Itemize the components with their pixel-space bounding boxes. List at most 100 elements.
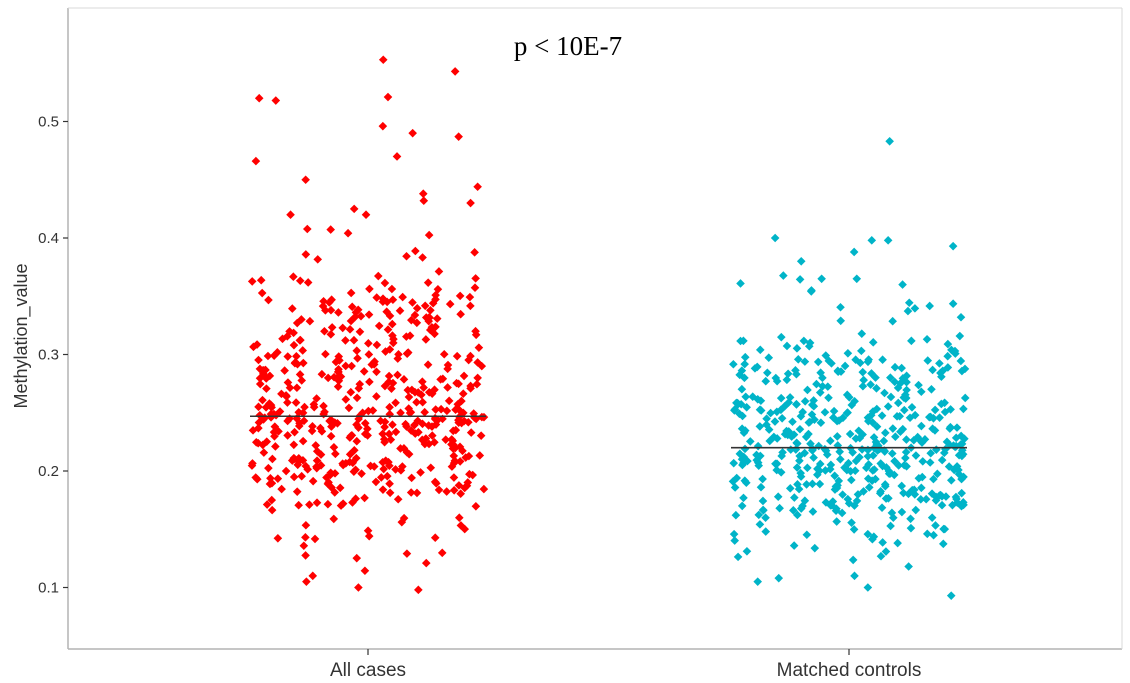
data-point	[333, 382, 343, 391]
data-point	[473, 182, 482, 192]
data-point	[808, 507, 818, 516]
data-point	[907, 336, 916, 346]
data-point	[407, 315, 416, 325]
data-point	[349, 335, 359, 345]
data-point	[927, 489, 937, 498]
data-point	[842, 390, 852, 400]
data-point	[380, 422, 389, 432]
data-point	[297, 376, 307, 385]
data-point	[454, 405, 464, 414]
data-point	[866, 380, 875, 389]
data-point	[937, 455, 947, 465]
data-point	[795, 456, 804, 466]
data-point	[935, 359, 944, 368]
data-point	[809, 401, 819, 411]
data-point	[283, 431, 292, 440]
data-point	[427, 431, 437, 440]
data-point	[455, 442, 465, 452]
data-point	[278, 334, 287, 344]
data-point	[867, 236, 877, 245]
data-point	[286, 210, 295, 219]
data-point	[385, 345, 395, 354]
data-point	[303, 224, 312, 234]
data-point	[902, 377, 911, 387]
data-point	[318, 301, 328, 311]
data-point	[292, 487, 302, 496]
data-point	[943, 351, 952, 361]
data-point	[364, 531, 374, 541]
data-point	[896, 427, 905, 437]
data-point	[948, 500, 957, 510]
data-point	[297, 471, 306, 481]
data-point	[382, 307, 391, 316]
data-point	[792, 399, 801, 409]
data-point	[345, 433, 355, 442]
data-point	[264, 463, 273, 473]
data-point	[889, 470, 899, 480]
data-point	[275, 407, 285, 416]
data-point	[402, 422, 411, 431]
data-point	[925, 301, 934, 311]
data-point	[914, 473, 924, 483]
y-tick-label: 0.5	[38, 114, 59, 131]
data-point	[399, 375, 409, 384]
data-point	[879, 436, 889, 446]
data-point	[273, 474, 283, 483]
data-point	[333, 418, 342, 428]
data-point	[257, 288, 267, 298]
data-point	[938, 539, 948, 549]
data-point	[807, 410, 817, 419]
data-point	[872, 384, 881, 393]
data-point	[412, 303, 422, 313]
data-point	[251, 437, 261, 447]
data-point	[821, 498, 831, 507]
data-point	[289, 440, 299, 450]
data-point	[844, 393, 854, 402]
data-point	[410, 310, 420, 320]
data-point	[897, 481, 906, 491]
data-point	[954, 465, 963, 475]
data-point	[740, 373, 749, 383]
data-point	[742, 546, 752, 556]
mean-lines	[250, 415, 967, 449]
data-point	[254, 355, 263, 365]
data-point	[354, 583, 363, 592]
data-point	[384, 429, 394, 439]
data-point	[438, 374, 448, 384]
data-point	[285, 383, 295, 393]
data-point	[835, 447, 845, 456]
data-point	[320, 407, 329, 417]
data-point	[883, 402, 893, 411]
data-point	[301, 533, 310, 542]
data-point	[463, 478, 473, 487]
data-point	[259, 369, 268, 379]
data-point	[815, 388, 825, 397]
data-point	[888, 513, 898, 523]
data-point	[847, 475, 856, 485]
data-point	[380, 381, 390, 391]
data-point	[370, 357, 379, 366]
data-point	[427, 422, 437, 431]
data-point	[414, 427, 423, 437]
data-point	[374, 321, 384, 331]
data-point	[341, 336, 350, 345]
data-point	[785, 393, 795, 402]
data-point	[317, 369, 327, 379]
data-point	[289, 272, 298, 282]
data-point	[292, 352, 301, 361]
data-point	[364, 350, 374, 359]
data-point	[742, 402, 751, 412]
data-point	[803, 463, 812, 473]
data-point	[907, 402, 917, 412]
data-point	[472, 379, 482, 389]
data-point	[895, 411, 905, 421]
data-point	[327, 323, 337, 332]
data-point	[740, 352, 750, 362]
data-point	[312, 394, 321, 403]
data-point	[793, 355, 803, 364]
data-point	[308, 422, 317, 431]
data-point	[373, 271, 383, 281]
data-point	[301, 175, 310, 185]
data-point	[359, 367, 369, 376]
data-point	[779, 271, 788, 280]
